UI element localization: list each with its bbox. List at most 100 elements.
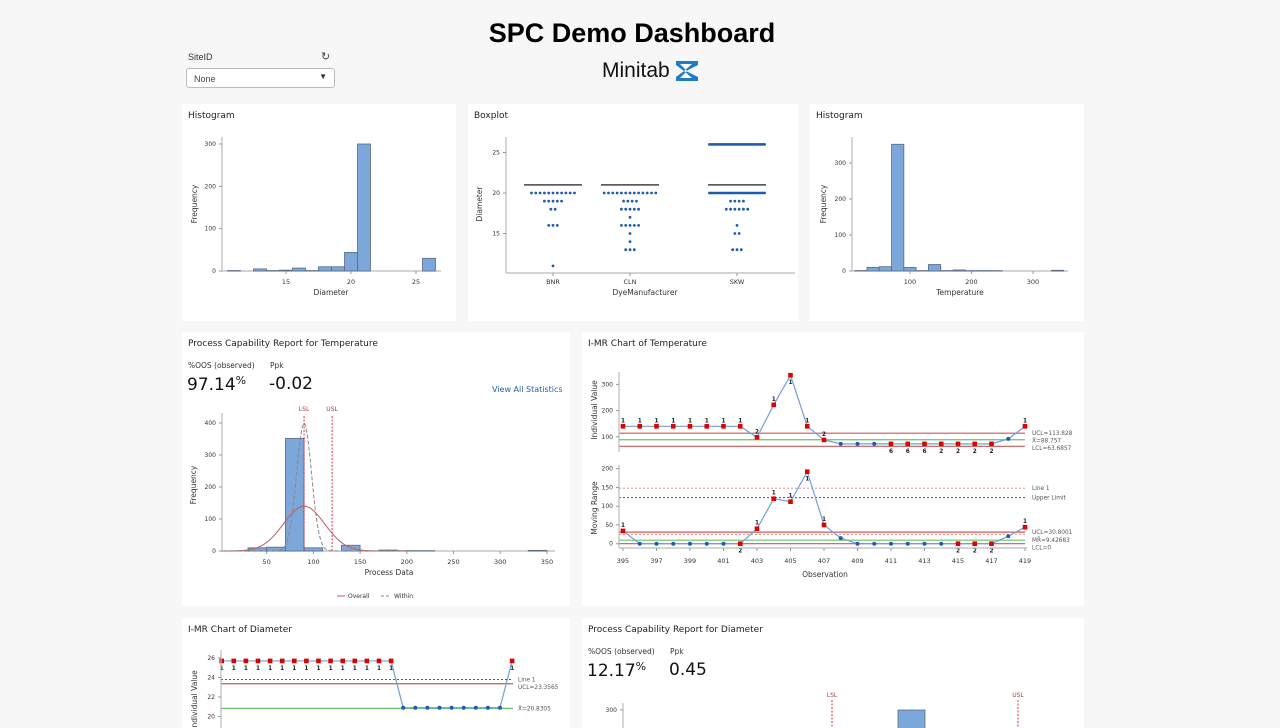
out-of-control-point [1023, 424, 1028, 429]
panel-capability-diameter: Process Capability Report for Diameter %… [582, 618, 1084, 728]
data-dot [733, 200, 736, 203]
data-dot [620, 224, 623, 227]
out-of-control-point [389, 659, 394, 664]
data-dot [629, 208, 632, 211]
data-dot [631, 200, 634, 203]
in-control-point [425, 706, 429, 710]
in-control-point [856, 442, 860, 446]
out-of-control-point [353, 659, 358, 664]
out-of-control-point [256, 659, 261, 664]
curve-within [220, 423, 407, 551]
data-dot [547, 200, 550, 203]
x-tick-label: 403 [751, 557, 763, 565]
out-of-control-point [905, 442, 910, 447]
data-dot [624, 248, 627, 251]
test-flag-label: 1 [389, 666, 393, 672]
in-control-point [923, 542, 927, 546]
histogram-bar [358, 144, 371, 271]
data-dot [554, 208, 557, 211]
test-flag-label: 1 [220, 666, 224, 672]
out-of-control-point [889, 442, 894, 447]
y-tick-label: 300 [205, 141, 217, 148]
out-of-control-point [232, 659, 237, 664]
y-tick-label: 300 [835, 160, 847, 167]
test-flag-label: 2 [939, 449, 943, 455]
test-flag-label: 1 [1023, 418, 1027, 424]
test-flag-label: 1 [721, 418, 725, 424]
data-dot [629, 248, 632, 251]
limit-label: LCL=0 [1032, 546, 1051, 552]
test-flag-label: 1 [772, 491, 776, 497]
y-tick-label: 400 [205, 420, 217, 427]
out-of-control-point [822, 438, 827, 443]
data-dot [740, 248, 743, 251]
out-of-control-point [956, 541, 961, 546]
y-tick-label: 300 [606, 707, 618, 714]
x-tick-label: SKW [730, 278, 745, 286]
data-dot [731, 248, 734, 251]
y-axis-label: Individual Value [590, 380, 599, 440]
test-flag-label: 1 [232, 666, 236, 672]
x-tick-label: 401 [717, 557, 729, 565]
x-tick-label: 15 [282, 278, 290, 286]
y-tick-label: 20 [492, 190, 500, 197]
x-tick-label: 100 [904, 278, 916, 286]
out-of-control-point [219, 659, 224, 664]
test-flag-label: 1 [654, 418, 658, 424]
test-flag-label: 1 [244, 666, 248, 672]
data-dot [556, 200, 559, 203]
data-dot [543, 200, 546, 203]
y-tick-label: 50 [605, 522, 613, 529]
out-of-control-point [721, 424, 726, 429]
data-dot [637, 192, 640, 195]
data-dot [603, 192, 606, 195]
y-tick-label: 20 [207, 714, 215, 721]
x-axis-label: Observation [802, 570, 848, 579]
x-tick-label: 50 [263, 558, 271, 566]
data-dot [729, 200, 732, 203]
histogram-bar [345, 252, 358, 271]
histogram-bar [319, 267, 332, 271]
histogram-bar [928, 265, 940, 271]
siteid-select[interactable]: None ▼ [186, 68, 335, 88]
data-dot [620, 192, 623, 195]
x-tick-label: 250 [447, 558, 459, 566]
x-tick-label: 413 [918, 557, 930, 565]
test-flag-label: 2 [973, 549, 977, 555]
test-flag-label: 1 [705, 418, 709, 424]
out-of-control-point [989, 442, 994, 447]
in-control-point [872, 542, 876, 546]
out-of-control-point [365, 659, 370, 664]
in-control-point [856, 542, 860, 546]
data-dot [624, 224, 627, 227]
test-flag-label: 1 [304, 666, 308, 672]
test-flag-label: 1 [256, 666, 260, 672]
x-tick-label: 20 [347, 278, 355, 286]
x-tick-label: 200 [965, 278, 977, 286]
data-dot [556, 224, 559, 227]
limit-label: Line 1 [1032, 486, 1050, 492]
in-control-point [498, 706, 502, 710]
in-control-point [722, 542, 726, 546]
data-dot [742, 208, 745, 211]
out-of-control-point [805, 424, 810, 429]
out-of-control-point [316, 659, 321, 664]
series-line [623, 472, 1025, 544]
data-dot [560, 200, 563, 203]
x-tick-label: 300 [1027, 278, 1039, 286]
test-flag-label: 1 [738, 418, 742, 424]
data-dot [633, 224, 636, 227]
test-flag-label: 1 [621, 418, 625, 424]
refresh-icon[interactable]: ↻ [321, 50, 330, 63]
histogram-bar [254, 269, 267, 271]
data-dot [552, 224, 555, 227]
out-of-control-point [280, 659, 285, 664]
data-dot [642, 192, 645, 195]
x-tick-label: 419 [1019, 557, 1031, 565]
limit-label: UCL=113.828 [1032, 431, 1073, 437]
data-dot [650, 192, 653, 195]
data-dot [556, 192, 559, 195]
